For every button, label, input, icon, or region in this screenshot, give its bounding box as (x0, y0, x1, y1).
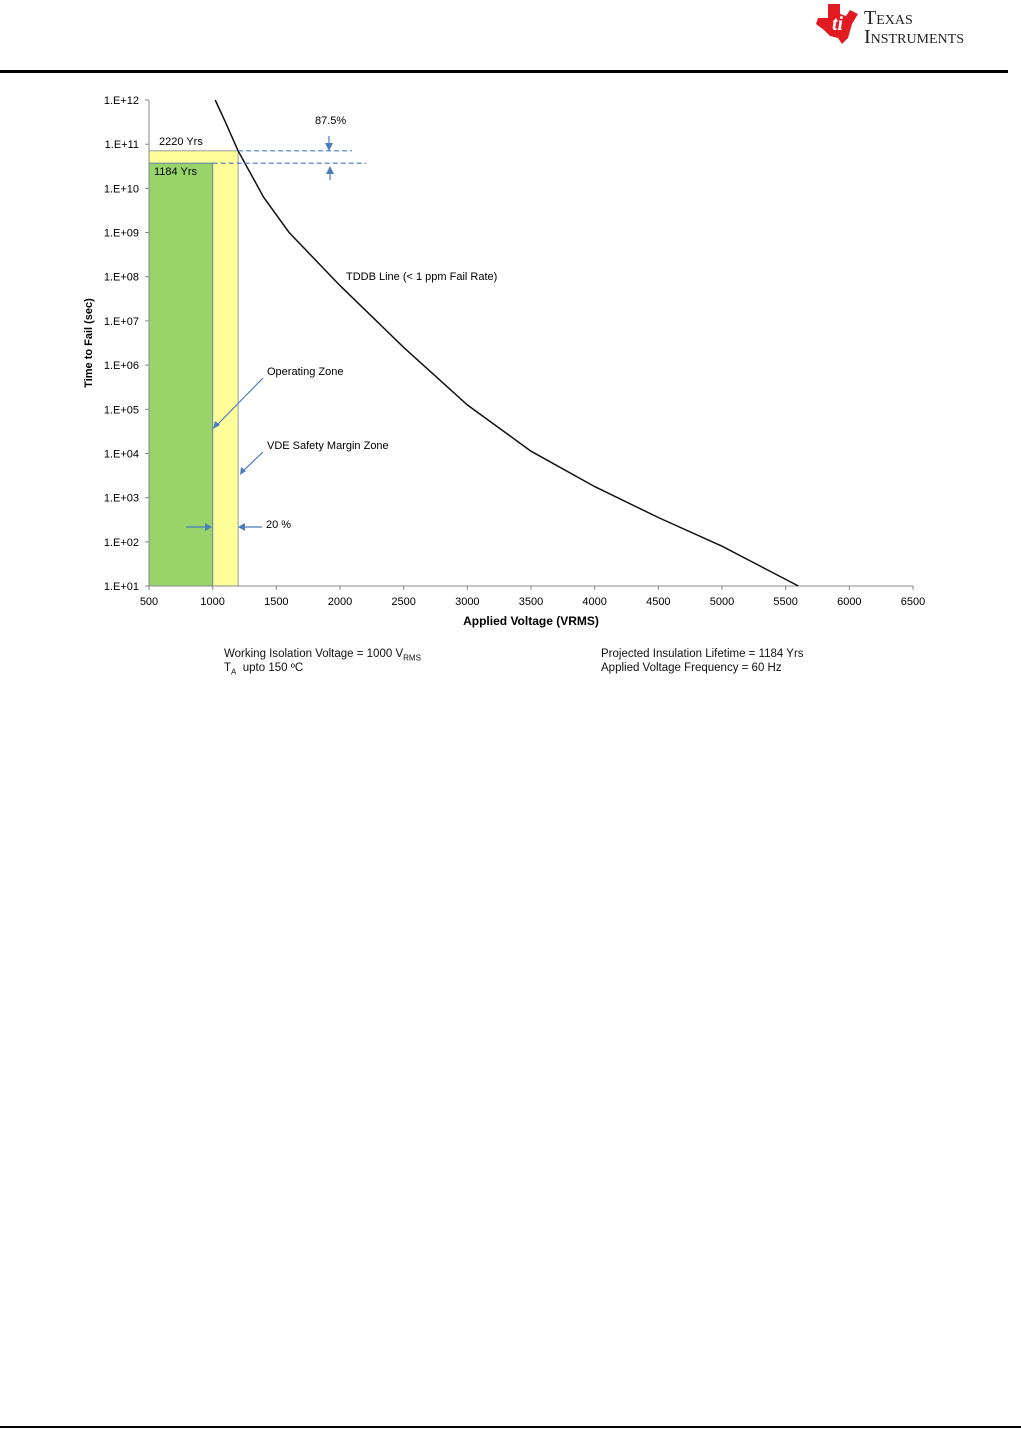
arrowhead-icon (213, 421, 220, 429)
x-tick-label: 3000 (455, 596, 479, 608)
x-tick-label: 1500 (264, 596, 288, 608)
y-tick-label: 1.E+06 (104, 360, 139, 372)
y-axis-label: Time to Fail (sec) (83, 298, 95, 388)
y-tick-label: 1.E+10 (104, 183, 139, 195)
x-tick-label: 500 (140, 596, 158, 608)
y-tick-label: 1.E+11 (105, 139, 139, 151)
y-tick-label: 1.E+09 (104, 228, 139, 240)
zone-label-vde: 2220 Yrs (159, 136, 203, 148)
ratio-label: 87.5% (315, 115, 346, 127)
note-text: upto 150 ºC (236, 662, 304, 674)
x-axis-label: Applied Voltage (VRMS) (463, 614, 599, 628)
brand-line2: Instruments (864, 26, 965, 48)
operating-arrow (215, 377, 264, 427)
arrowhead-icon (240, 467, 246, 475)
operating-zone-label: Operating Zone (267, 366, 343, 378)
x-tick-label: 4500 (646, 596, 670, 608)
margin-label: 20 % (266, 519, 291, 531)
x-tick-label: 2000 (328, 596, 352, 608)
arrowhead-icon (205, 523, 212, 531)
x-tick-label: 5500 (773, 596, 797, 608)
y-tick-label: 1.E+07 (104, 316, 139, 328)
note-lifetime: Projected Insulation Lifetime = 1184 Yrs (601, 648, 804, 660)
note-frequency: Applied Voltage Frequency = 60 Hz (601, 662, 782, 674)
vde-zone-label: VDE Safety Margin Zone (267, 440, 389, 452)
footer-divider (0, 1426, 1021, 1428)
x-tick-label: 4000 (582, 596, 606, 608)
x-tick-label: 6500 (901, 596, 925, 608)
zone-label-operating: 1184 Yrs (154, 166, 198, 178)
zone-operating (148, 162, 214, 587)
tddb-label: TDDB Line (< 1 ppm Fail Rate) (346, 271, 497, 283)
arrowhead-icon (326, 166, 334, 174)
note-sub: RMS (403, 653, 421, 663)
y-tick-label: 1.E+12 (104, 95, 139, 107)
note-sub: A (231, 667, 237, 677)
arrowhead-icon (325, 143, 333, 151)
y-tick-label: 1.E+02 (104, 537, 139, 549)
x-tick-label: 2500 (391, 596, 415, 608)
tddb-chart: 2220 Yrs 1184 Yrs 500 1000 1500 2000 2500 3000 3… (83, 95, 925, 628)
ti-logo-icon: ti (816, 4, 858, 44)
vde-arrow (241, 451, 264, 473)
brand-line1: Texas (864, 7, 913, 29)
tddb-line (214, 99, 799, 587)
note-temperature: TA upto 150 ºC (224, 662, 303, 676)
x-tick-label: 5000 (710, 596, 734, 608)
header-divider (0, 70, 1008, 73)
y-tick-label: 1.E+08 (104, 272, 139, 284)
ti-logo: ti Texas Instruments (814, 2, 1014, 50)
note-text: T (224, 662, 232, 674)
y-tick-label: 1.E+05 (104, 404, 139, 416)
y-tick-label: 1.E+01 (104, 581, 139, 593)
note-working-voltage: Working Isolation Voltage = 1000 VRMS (224, 648, 421, 662)
x-tick-label: 3500 (519, 596, 543, 608)
arrowhead-icon (238, 523, 245, 531)
x-tick-label: 6000 (837, 596, 861, 608)
y-tick-label: 1.E+04 (104, 448, 139, 460)
svg-text:ti: ti (832, 13, 844, 35)
x-tick-label: 1000 (200, 596, 224, 608)
y-tick-label: 1.E+03 (104, 493, 139, 505)
note-text: Working Isolation Voltage = 1000 V (224, 648, 404, 660)
